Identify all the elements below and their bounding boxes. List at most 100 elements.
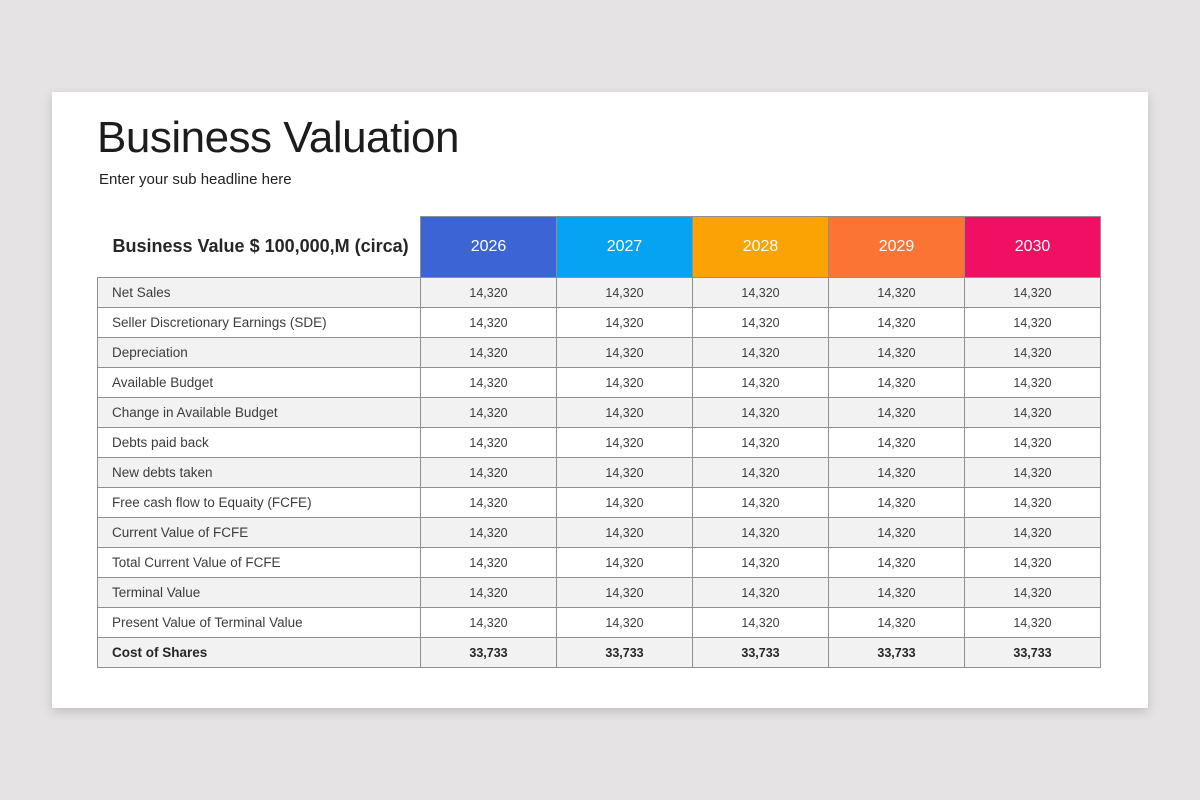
cell-value: 14,320 [964, 277, 1101, 308]
year-header-2027: 2027 [556, 216, 693, 278]
cell-value: 14,320 [420, 487, 557, 518]
cell-value: 14,320 [420, 307, 557, 338]
cell-value: 14,320 [692, 397, 829, 428]
slide-canvas: Business Valuation Enter your sub headli… [52, 92, 1148, 708]
table-row: Present Value of Terminal Value 14,320 14,… [97, 607, 1101, 638]
row-label: Available Budget [97, 367, 421, 398]
cell-value: 14,320 [692, 307, 829, 338]
table-row: Terminal Value 14,320 14,320 14,320 14,320 14… [97, 577, 1101, 608]
year-header-2028: 2028 [692, 216, 829, 278]
row-label: Current Value of FCFE [97, 517, 421, 548]
cell-value: 14,320 [964, 517, 1101, 548]
cell-value: 14,320 [556, 577, 693, 608]
cell-value: 14,320 [828, 277, 965, 308]
cell-value: 14,320 [556, 397, 693, 428]
cell-value: 14,320 [692, 427, 829, 458]
cell-value: 14,320 [964, 457, 1101, 488]
cell-value: 14,320 [964, 607, 1101, 638]
cell-value: 33,733 [692, 637, 829, 668]
row-label: Present Value of Terminal Value [97, 607, 421, 638]
page-subtitle: Enter your sub headline here [99, 171, 292, 188]
cell-value: 14,320 [420, 607, 557, 638]
cell-value: 14,320 [420, 427, 557, 458]
row-label: Depreciation [97, 337, 421, 368]
row-label: Debts paid back [97, 427, 421, 458]
cell-value: 14,320 [964, 547, 1101, 578]
cell-value: 14,320 [420, 367, 557, 398]
cell-value: 14,320 [828, 457, 965, 488]
table-row: New debts taken 14,320 14,320 14,320 14,320 1… [97, 457, 1101, 488]
cell-value: 14,320 [556, 547, 693, 578]
cell-value: 14,320 [692, 367, 829, 398]
table-row: Available Budget 14,320 14,320 14,320 14,320… [97, 367, 1101, 398]
table-row: Depreciation 14,320 14,320 14,320 14,320 14,3… [97, 337, 1101, 368]
cell-value: 33,733 [828, 637, 965, 668]
cell-value: 14,320 [828, 577, 965, 608]
cell-value: 14,320 [828, 607, 965, 638]
cell-value: 14,320 [828, 547, 965, 578]
cell-value: 14,320 [692, 487, 829, 518]
cell-value: 14,320 [964, 337, 1101, 368]
row-label: New debts taken [97, 457, 421, 488]
cell-value: 14,320 [964, 307, 1101, 338]
row-label: Total Current Value of FCFE [97, 547, 421, 578]
table-row: Free cash flow to Equaity (FCFE) 14,320 14… [97, 487, 1101, 518]
cell-value: 14,320 [964, 577, 1101, 608]
year-header-2030: 2030 [964, 216, 1101, 278]
cell-value: 14,320 [964, 367, 1101, 398]
cell-value: 14,320 [692, 457, 829, 488]
cell-value: 14,320 [556, 367, 693, 398]
cell-value: 14,320 [556, 277, 693, 308]
table-row: Current Value of FCFE 14,320 14,320 14,320 1… [97, 517, 1101, 548]
cell-value: 14,320 [556, 487, 693, 518]
cell-value: 14,320 [964, 427, 1101, 458]
table-row: Debts paid back 14,320 14,320 14,320 14,320 1… [97, 427, 1101, 458]
cell-value: 14,320 [420, 397, 557, 428]
row-label: Terminal Value [97, 577, 421, 608]
cell-value: 14,320 [556, 427, 693, 458]
row-label: Change in Available Budget [97, 397, 421, 428]
cell-value: 14,320 [556, 607, 693, 638]
cell-value: 14,320 [692, 517, 829, 548]
row-label: Free cash flow to Equaity (FCFE) [97, 487, 421, 518]
table-row: Net Sales 14,320 14,320 14,320 14,320 14,320 [97, 277, 1101, 308]
cell-value: 14,320 [828, 427, 965, 458]
page-title: Business Valuation [97, 113, 459, 162]
cell-value: 33,733 [556, 637, 693, 668]
cell-value: 14,320 [420, 577, 557, 608]
cell-value: 14,320 [420, 457, 557, 488]
cell-value: 14,320 [420, 547, 557, 578]
cell-value: 14,320 [692, 277, 829, 308]
cell-value: 14,320 [964, 487, 1101, 518]
cell-value: 14,320 [556, 337, 693, 368]
row-label: Cost of Shares [97, 637, 421, 668]
table-row: Total Current Value of FCFE 14,320 14,320 1… [97, 547, 1101, 578]
cell-value: 14,320 [692, 547, 829, 578]
table-row: Cost of Shares 33,733 33,733 33,733 33,733 33… [97, 637, 1101, 668]
cell-value: 14,320 [420, 277, 557, 308]
cell-value: 14,320 [692, 337, 829, 368]
cell-value: 33,733 [964, 637, 1101, 668]
cell-value: 14,320 [828, 517, 965, 548]
row-label: Seller Discretionary Earnings (SDE) [97, 307, 421, 338]
cell-value: 14,320 [964, 397, 1101, 428]
cell-value: 14,320 [420, 337, 557, 368]
cell-value: 14,320 [556, 457, 693, 488]
cell-value: 14,320 [828, 307, 965, 338]
cell-value: 14,320 [828, 337, 965, 368]
cell-value: 14,320 [692, 607, 829, 638]
cell-value: 33,733 [420, 637, 557, 668]
table-header-row: Business Value $ 100,000,M (circa) 2026 2… [97, 216, 1101, 278]
cell-value: 14,320 [828, 487, 965, 518]
valuation-table: Business Value $ 100,000,M (circa) 2026 2… [97, 216, 1101, 668]
year-header-2029: 2029 [828, 216, 965, 278]
cell-value: 14,320 [420, 517, 557, 548]
year-header-2026: 2026 [420, 216, 557, 278]
table-title: Business Value $ 100,000,M (circa) [97, 216, 421, 278]
table-row: Change in Available Budget 14,320 14,320 14… [97, 397, 1101, 428]
cell-value: 14,320 [828, 397, 965, 428]
cell-value: 14,320 [556, 517, 693, 548]
cell-value: 14,320 [692, 577, 829, 608]
table-row: Seller Discretionary Earnings (SDE) 14,32… [97, 307, 1101, 338]
